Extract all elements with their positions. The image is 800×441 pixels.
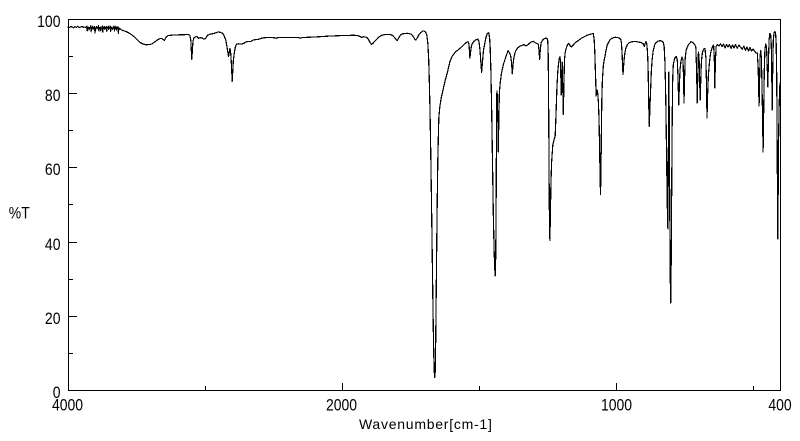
svg-text:80: 80 [45, 87, 61, 105]
svg-text:100: 100 [37, 13, 60, 31]
svg-text:40: 40 [45, 236, 61, 254]
svg-text:0: 0 [53, 384, 61, 402]
svg-text:60: 60 [45, 161, 61, 179]
svg-text:Wavenumber[cm-1]: Wavenumber[cm-1] [359, 416, 493, 432]
svg-text:400: 400 [768, 396, 791, 414]
svg-text:2000: 2000 [326, 396, 357, 414]
svg-text:%T: %T [9, 204, 30, 222]
svg-text:1000: 1000 [601, 396, 632, 414]
svg-text:4000: 4000 [52, 396, 83, 414]
svg-text:20: 20 [45, 310, 61, 328]
